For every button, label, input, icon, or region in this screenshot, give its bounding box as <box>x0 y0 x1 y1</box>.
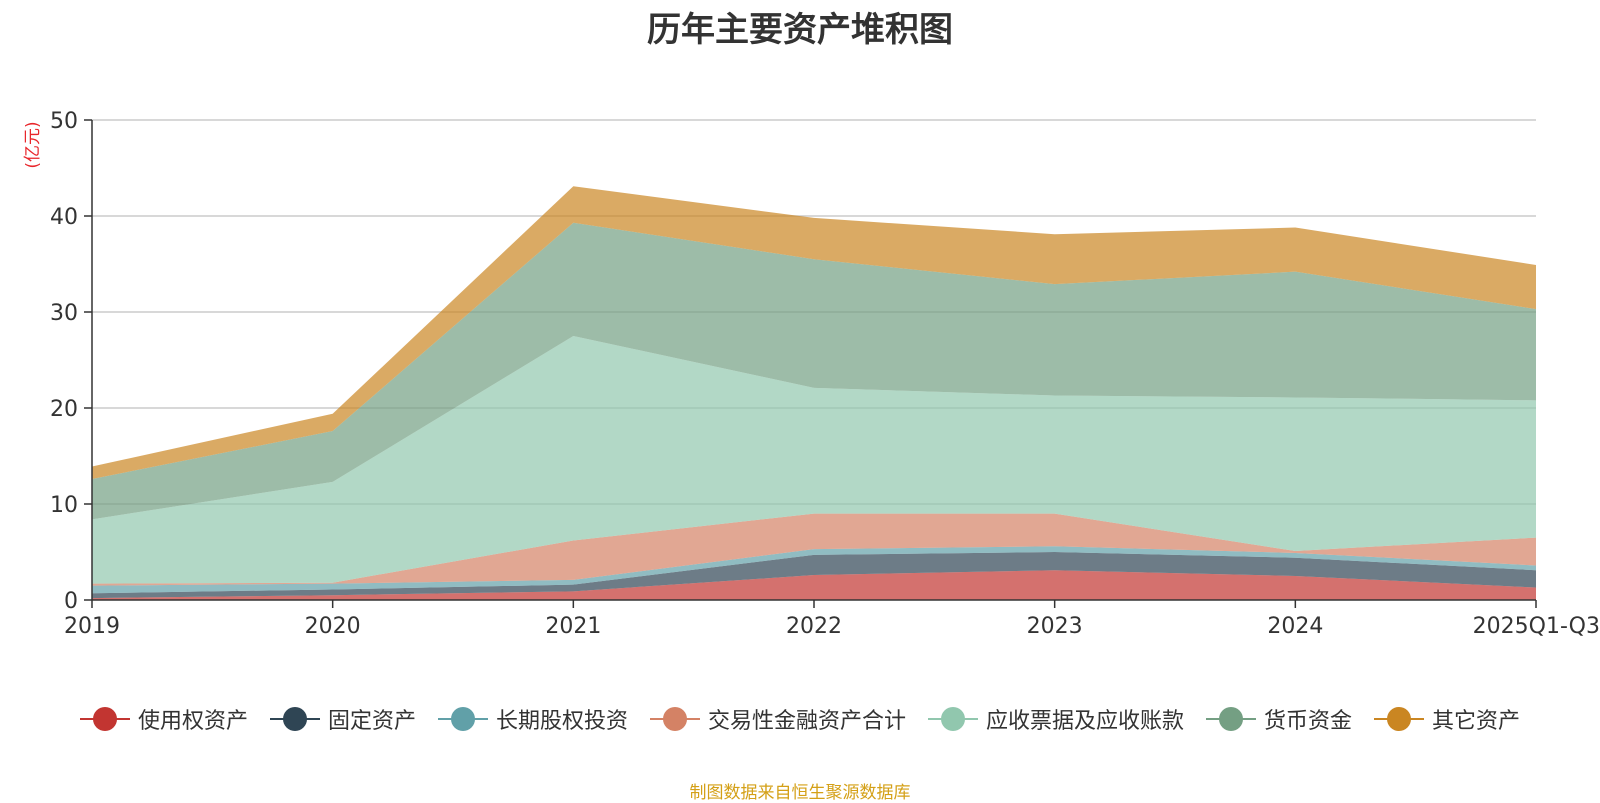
axes: 0 10 20 30 40 50 2019 2020 2021 2022 2023 2024 2025Q… <box>50 109 1600 639</box>
source-note: 制图数据来自恒生聚源数据库 <box>689 783 911 803</box>
y-tick-label: 40 <box>50 205 78 230</box>
x-tick-label: 2020 <box>305 614 361 639</box>
legend-label: 其它资产 <box>1432 709 1521 734</box>
legend-marker-icon <box>928 707 978 731</box>
legend-item[interactable]: 应收票据及应收账款 <box>928 703 1184 735</box>
area-series-0 <box>92 570 1536 600</box>
legend: 使用权资产 固定资产 长期股权投资 交易性金融资产合计 应收票据及应收账款 货币资金 其它资… <box>0 701 1600 737</box>
y-tick-label: 20 <box>50 397 78 422</box>
area-series-2 <box>92 546 1536 594</box>
x-tick-label: 2025Q1-Q3 <box>1473 614 1600 639</box>
legend-marker-icon <box>79 707 130 731</box>
legend-marker-icon <box>269 707 320 731</box>
legend-item[interactable]: 固定资产 <box>269 703 416 735</box>
x-tick-label: 2024 <box>1267 614 1323 639</box>
y-tick-label: 10 <box>50 493 78 518</box>
legend-item[interactable]: 交易性金融资产合计 <box>649 703 906 735</box>
chart-title: 历年主要资产堆积图 <box>647 10 953 50</box>
y-tick-label: 0 <box>64 589 78 614</box>
x-tick-label: 2021 <box>545 614 601 639</box>
area-series-3 <box>92 513 1536 586</box>
area-series <box>92 186 1536 600</box>
legend-label: 应收票据及应收账款 <box>986 709 1185 734</box>
legend-item[interactable]: 其它资产 <box>1374 703 1520 735</box>
x-tick-label: 2019 <box>64 614 120 639</box>
legend-label: 长期股权投资 <box>495 709 628 734</box>
x-tick-label: 2023 <box>1027 614 1083 639</box>
legend-item[interactable]: 使用权资产 <box>79 703 248 735</box>
area-series-6 <box>92 186 1536 480</box>
legend-item[interactable]: 货币资金 <box>1206 703 1352 735</box>
x-tick-label: 2022 <box>786 614 842 639</box>
area-series-1 <box>92 552 1536 599</box>
legend-label: 交易性金融资产合计 <box>707 709 906 734</box>
area-series-4 <box>92 336 1536 584</box>
area-series-5 <box>92 222 1536 520</box>
legend-marker-icon <box>437 707 488 731</box>
legend-marker-icon <box>649 707 700 731</box>
y-tick-label: 30 <box>50 301 78 326</box>
legend-label: 货币资金 <box>1264 709 1353 734</box>
y-axis-label: (亿元) <box>23 121 43 168</box>
legend-item[interactable]: 长期股权投资 <box>437 703 628 735</box>
legend-marker-icon <box>1206 707 1257 731</box>
legend-label: 使用权资产 <box>137 709 248 734</box>
legend-label: 固定资产 <box>327 709 416 734</box>
y-tick-label: 50 <box>50 109 78 134</box>
legend-marker-icon <box>1374 707 1425 731</box>
